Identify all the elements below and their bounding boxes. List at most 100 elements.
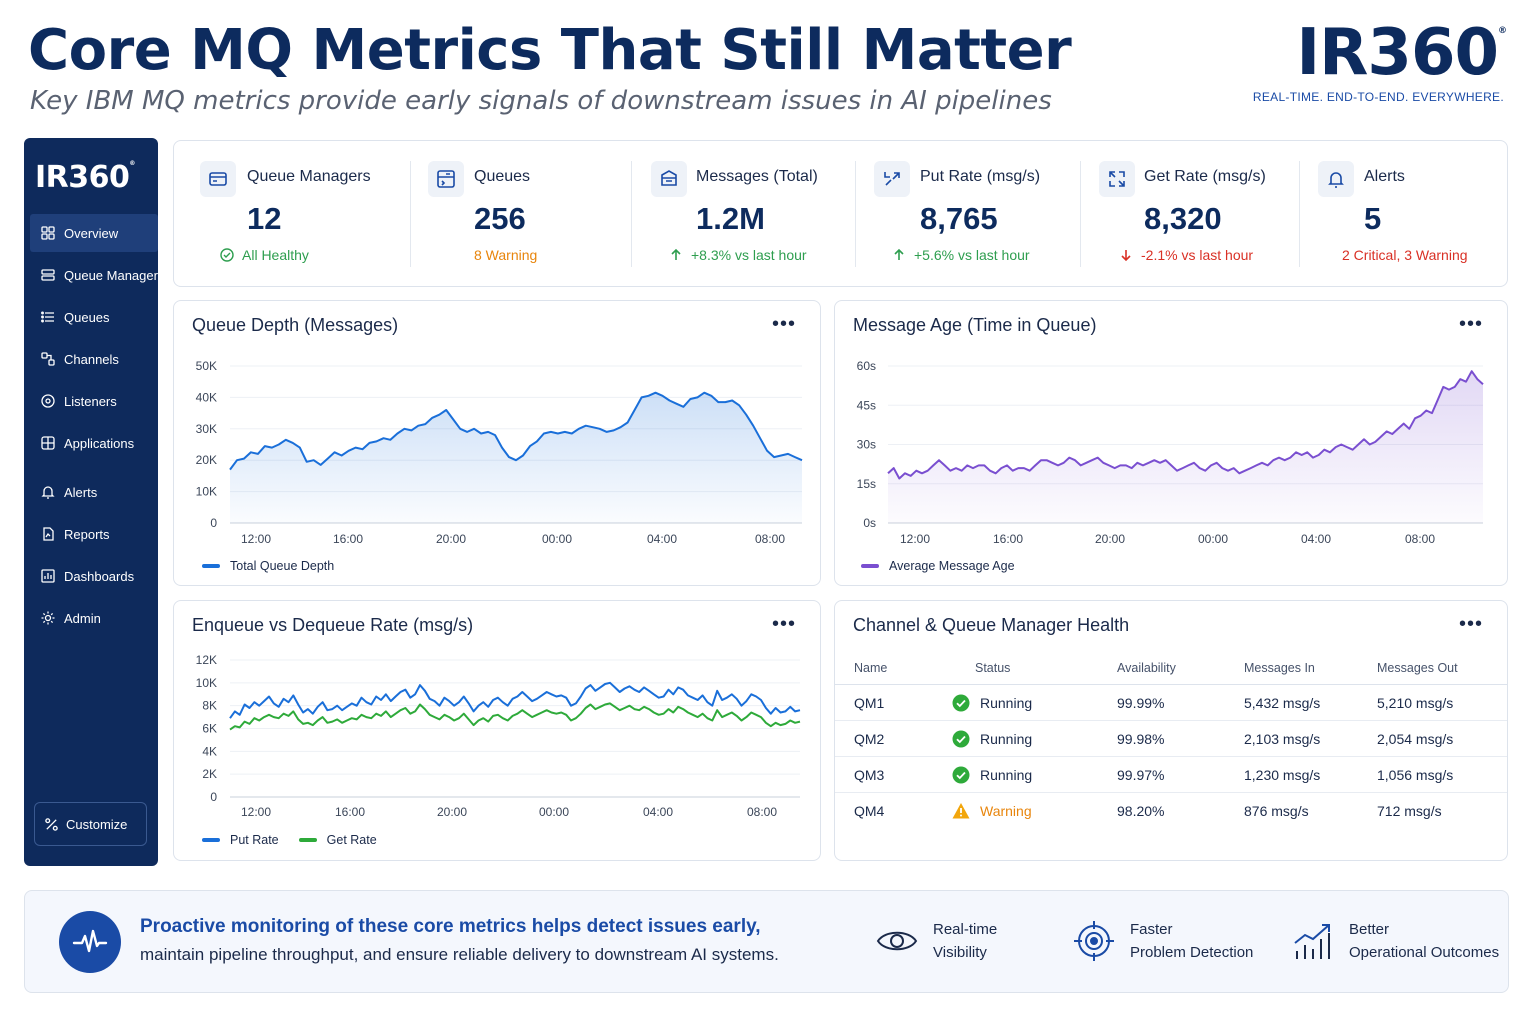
banner-text: maintain pipeline throughput, and ensure…	[140, 945, 779, 964]
legend-swatch	[298, 838, 317, 842]
sidebar-item-admin[interactable]: Admin	[30, 599, 158, 637]
queue-depth-card: Queue Depth (Messages) ••• 0 10K 20K 30K 40K…	[173, 300, 821, 586]
kpi-divider	[631, 161, 632, 267]
sidebar-item-overview[interactable]: Overview	[30, 214, 158, 252]
kpi-value: 5	[1364, 201, 1382, 236]
rate-title: Enqueue vs Dequeue Rate (msg/s)	[192, 615, 474, 635]
registered-mark: ®	[1498, 26, 1507, 36]
column-header: Messages Out	[1377, 660, 1458, 675]
more-options-icon[interactable]: •••	[771, 613, 796, 635]
kpi-status-text: -2.1% vs last hour	[1141, 247, 1254, 263]
legend-item: Average Message Age	[861, 559, 1015, 573]
brand-logo-text: IR360	[1296, 16, 1499, 90]
health-title: Channel & Queue Manager Health	[853, 615, 1130, 635]
sidebar-item-queue-managers[interactable]: Queue Managers	[30, 256, 164, 294]
benefit-line1: Real-time	[933, 921, 998, 938]
table-row[interactable]: QM2 Running 99.98% 2,103 msg/s 2,054 msg/s	[835, 721, 1507, 757]
table-row[interactable]: QM1 Running 99.99% 5,432 msg/s 5,210 msg/s	[835, 685, 1507, 721]
kpi-status: 8 Warning	[474, 247, 537, 263]
sidebar-item-alerts[interactable]: Alerts	[30, 473, 158, 511]
sidebar-item-dashboards[interactable]: Dashboards	[30, 557, 158, 595]
target-icon	[1074, 921, 1114, 961]
bell-icon	[1318, 161, 1354, 197]
y-tick-label: 10K	[196, 676, 217, 690]
cell-name: QM1	[854, 694, 885, 711]
y-tick-label: 0s	[863, 516, 876, 530]
x-tick-label: 08:00	[747, 805, 777, 819]
overview-icon	[40, 225, 56, 241]
y-tick-label: 20K	[196, 453, 217, 467]
table-row[interactable]: QM3 Running 99.97% 1,230 msg/s 1,056 msg/s	[835, 757, 1507, 793]
cell-messages-in: 2,103 msg/s	[1244, 730, 1321, 747]
cell-messages-in: 5,432 msg/s	[1244, 694, 1321, 711]
y-tick-label: 2K	[202, 767, 217, 781]
x-tick-label: 04:00	[647, 532, 677, 546]
kpi-status-text: 2 Critical, 3 Warning	[1342, 247, 1468, 263]
kpi-divider	[1299, 161, 1300, 267]
sidebar-item-listeners[interactable]: Listeners	[30, 382, 158, 420]
inbox-icon	[651, 161, 687, 197]
customize-icon	[45, 817, 58, 831]
legend-swatch	[202, 838, 220, 842]
cell-messages-out: 1,056 msg/s	[1377, 766, 1454, 783]
kpi-status: -2.1% vs last hour	[1119, 247, 1253, 263]
sidebar-item-reports[interactable]: Reports	[30, 515, 158, 553]
series-line	[887, 370, 1484, 480]
growth-chart-icon	[1294, 924, 1330, 959]
check-circle-icon	[220, 248, 234, 262]
status-text: Running	[980, 730, 1033, 747]
sidebar-item-label: Admin	[64, 610, 101, 626]
x-tick-label: 12:00	[241, 532, 271, 546]
legend-label: Get Rate	[326, 833, 377, 847]
y-tick-label: 0	[210, 516, 217, 530]
message-age-legend: Average Message Age	[861, 559, 1035, 573]
y-tick-label: 40K	[196, 390, 217, 404]
more-options-icon[interactable]: •••	[1458, 313, 1483, 335]
sidebar-logo: IR360®	[35, 160, 135, 195]
message-age-card: Message Age (Time in Queue) ••• 0s 15s 30s…	[834, 300, 1508, 586]
series-line	[229, 681, 801, 719]
x-tick-label: 00:00	[539, 805, 569, 819]
customize-button[interactable]: Customize	[34, 802, 147, 846]
queue-grid-icon	[428, 161, 464, 197]
y-tick-label: 15s	[857, 477, 876, 491]
more-options-icon[interactable]: •••	[1458, 613, 1483, 635]
queue-depth-chart: 0 10K 20K 30K 40K 50K 12:00 16:00 20:00 00:00 04:0…	[196, 359, 803, 546]
area-fill	[230, 392, 802, 523]
sidebar-item-label: Listeners	[64, 393, 117, 409]
kpi-value: 12	[247, 201, 282, 236]
sidebar-logo-text: IR360	[35, 160, 130, 195]
x-tick-label: 12:00	[241, 805, 271, 819]
cell-status: Running	[952, 694, 1032, 712]
rate-card: Enqueue vs Dequeue Rate (msg/s) ••• 0 2K 4…	[173, 600, 821, 861]
y-tick-label: 30s	[857, 438, 876, 452]
x-tick-label: 16:00	[993, 532, 1023, 546]
y-tick-label: 0	[210, 790, 217, 804]
sidebar-item-label: Applications	[64, 435, 135, 451]
more-options-icon[interactable]: •••	[771, 313, 796, 335]
benefit-realtime: Real-time Visibility	[875, 918, 997, 964]
sidebar-item-label: Channels	[64, 351, 119, 367]
series-line	[229, 391, 803, 471]
sidebar-item-applications[interactable]: Applications	[30, 424, 158, 462]
message-age-title: Message Age (Time in Queue)	[853, 315, 1097, 335]
legend-item: Put Rate	[202, 833, 279, 847]
eye-icon	[876, 931, 918, 951]
x-tick-label: 04:00	[643, 805, 673, 819]
kpi-value: 8,765	[920, 201, 998, 236]
rate-legend: Put Rate Get Rate	[202, 833, 397, 847]
registered-mark: ®	[129, 160, 135, 167]
legend-swatch	[202, 564, 220, 568]
column-header: Status	[975, 660, 1011, 675]
cell-availability: 99.97%	[1117, 766, 1165, 783]
x-tick-label: 08:00	[755, 532, 785, 546]
kpi-label: Alerts	[1364, 168, 1405, 185]
benefit-line1: Better	[1349, 921, 1390, 938]
sidebar-item-channels[interactable]: Channels	[30, 340, 158, 378]
cell-messages-in: 876 msg/s	[1244, 803, 1309, 819]
table-row[interactable]: QM4 Warning 98.20% 876 msg/s 712 msg/s	[835, 793, 1507, 829]
benefit-detection: Faster Problem Detection	[1072, 918, 1253, 964]
cell-messages-out: 712 msg/s	[1377, 803, 1442, 819]
sidebar-item-queues[interactable]: Queues	[30, 298, 158, 336]
summary-banner: Proactive monitoring of these core metri…	[24, 890, 1509, 993]
